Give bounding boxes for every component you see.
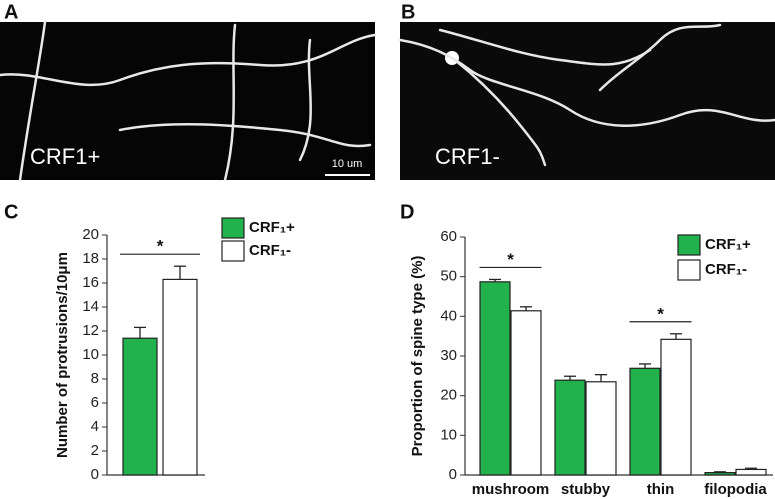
y-tick-label: 14	[82, 298, 99, 315]
bar	[510, 310, 542, 476]
legend-swatch	[677, 234, 701, 256]
bar	[629, 367, 661, 476]
image-b: CRF1-	[398, 22, 775, 180]
y-tick-label: 0	[91, 466, 99, 483]
scale-bar-label: 10 um	[332, 158, 363, 170]
dendrite	[438, 28, 652, 66]
legend-swatch	[221, 240, 245, 262]
bar	[735, 468, 767, 476]
x-tick-label: mushroom	[472, 481, 550, 498]
y-tick-label: 2	[91, 442, 99, 459]
y-tick-label: 12	[82, 322, 99, 339]
legend-swatch	[677, 259, 701, 281]
panel-label: B	[401, 1, 415, 23]
significance-star: *	[157, 237, 164, 256]
bar	[122, 337, 158, 476]
y-axis-label: Proportion of spine type (%)	[409, 256, 426, 457]
y-tick-label: 4	[91, 418, 99, 435]
bar	[660, 338, 692, 476]
bar	[585, 381, 617, 476]
dendrite	[598, 23, 722, 92]
y-tick-label: 20	[440, 387, 457, 404]
y-tick-label: 6	[91, 394, 99, 411]
y-tick-label: 20	[82, 226, 99, 243]
image-a: CRF1+ 10 um	[0, 20, 377, 182]
bar	[704, 472, 736, 476]
y-tick-label: 10	[82, 346, 99, 363]
image-label: CRF1-	[435, 144, 500, 169]
y-tick-label: 10	[440, 426, 457, 443]
x-tick-label: thin	[647, 481, 675, 498]
legend-swatch	[221, 217, 245, 239]
dendrite	[453, 58, 547, 167]
y-tick-label: 0	[449, 466, 457, 483]
y-tick-label: 8	[91, 370, 99, 387]
significance-star: *	[657, 304, 664, 323]
panel-label: C	[4, 201, 18, 223]
micrograph	[400, 22, 775, 180]
dendrite	[223, 23, 237, 182]
legend-label: CRF₁-	[249, 242, 291, 259]
legend-label: CRF₁+	[249, 219, 295, 236]
dendrite	[0, 33, 377, 87]
bar	[554, 379, 586, 476]
x-tick-label: stubby	[561, 481, 611, 498]
bar	[162, 278, 198, 476]
micrograph	[0, 22, 375, 180]
bar	[479, 281, 511, 476]
legend-label: CRF₁-	[705, 261, 747, 278]
y-tick-label: 40	[440, 307, 457, 324]
y-tick-label: 50	[440, 268, 457, 285]
y-axis-label: Number of protrusions/10μm	[54, 252, 71, 458]
significance-star: *	[507, 250, 514, 269]
dendrite	[118, 123, 372, 148]
x-tick-label: filopodia	[704, 481, 767, 498]
dendrite	[18, 20, 47, 182]
legend-label: CRF₁+	[705, 236, 751, 253]
y-tick-label: 18	[82, 250, 99, 267]
panel-label: A	[4, 1, 18, 23]
image-label: CRF1+	[30, 144, 100, 169]
y-tick-label: 30	[440, 347, 457, 364]
dendrite	[298, 38, 312, 162]
y-tick-label: 16	[82, 274, 99, 291]
panel-label: D	[400, 201, 414, 223]
y-tick-label: 60	[440, 228, 457, 245]
